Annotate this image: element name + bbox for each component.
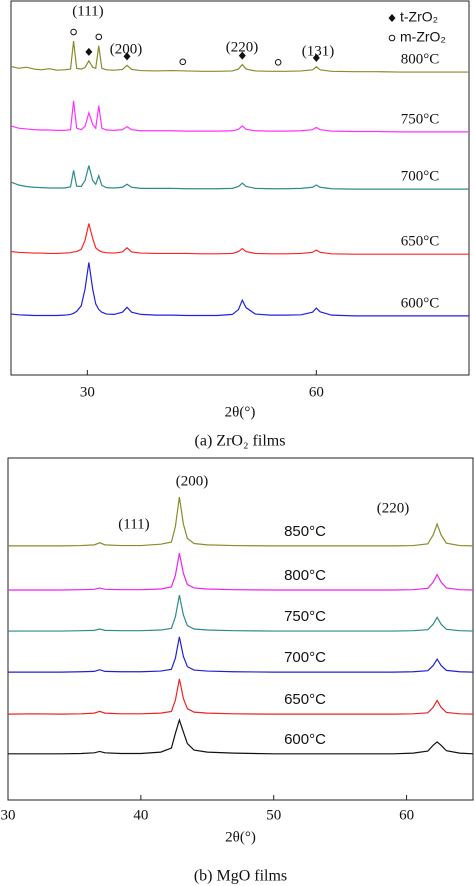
plot-frame [7, 457, 474, 801]
phase-marker [70, 28, 77, 36]
peak-label: (131) [302, 43, 335, 59]
x-axis-label: 2θ(°) [225, 829, 256, 845]
phase-marker [95, 33, 103, 41]
series-label: 800°C [401, 51, 440, 67]
data-line [10, 100, 469, 133]
data-line [10, 262, 469, 317]
legend-symbol [388, 14, 396, 22]
series-label: 600°C [284, 731, 326, 748]
peak-label: (111) [72, 3, 103, 19]
plot-frame [10, 0, 470, 376]
legend-label: t-ZrO₂ [400, 9, 438, 25]
series-label: 600°C [401, 295, 440, 311]
data-line [10, 165, 469, 190]
series-label: 650°C [284, 691, 326, 708]
legend-symbol [388, 34, 396, 42]
data-line [8, 552, 474, 591]
peak-label: (220) [226, 39, 259, 55]
x-tick-label: 60 [309, 384, 324, 400]
peak-label: (200) [110, 41, 143, 57]
data-line [8, 595, 474, 632]
phase-marker [312, 53, 320, 62]
x-tick-label: 40 [133, 807, 148, 823]
x-tick-label: 30 [1, 807, 16, 823]
x-tick-label: 30 [80, 384, 95, 400]
data-line [8, 496, 474, 547]
data-line [10, 223, 469, 255]
peak-label: (220) [377, 500, 410, 516]
peak-label: (111) [118, 516, 149, 532]
peak-label: (200) [176, 473, 209, 489]
x-tick-label: 50 [266, 807, 281, 823]
caption: (a) ZrO₂ films [195, 433, 286, 450]
caption: (b) MgO films [194, 868, 287, 885]
series-label: 750°C [284, 608, 326, 625]
phase-marker [238, 51, 246, 60]
data-line [10, 40, 469, 73]
data-line [7, 678, 474, 715]
data-line [8, 717, 474, 755]
x-axis-label: 2θ(°) [225, 404, 256, 420]
series-label: 850°C [284, 523, 326, 540]
series-label: 750°C [401, 111, 440, 127]
series-label: 700°C [284, 649, 326, 666]
legend-label: m-ZrO₂ [400, 29, 446, 45]
x-tick-label: 60 [399, 807, 414, 823]
phase-marker [274, 59, 282, 66]
series-label: 650°C [401, 234, 440, 250]
phase-marker [123, 52, 131, 61]
phase-marker [85, 47, 93, 56]
phase-marker [179, 58, 187, 66]
series-label: 800°C [284, 567, 326, 584]
series-label: 700°C [401, 169, 440, 185]
data-line [8, 636, 474, 673]
